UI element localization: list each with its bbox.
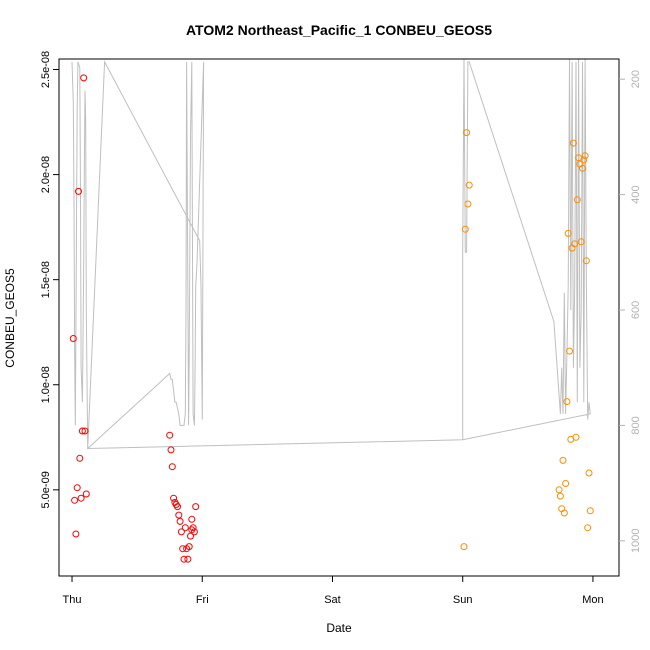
data-point [184, 555, 192, 563]
data-point [585, 469, 593, 477]
data-point [77, 494, 85, 502]
data-point [181, 524, 189, 532]
data-point [560, 509, 568, 517]
data-point [187, 532, 194, 540]
data-point [569, 139, 577, 147]
data-point [464, 200, 472, 208]
data-point [563, 398, 571, 406]
data-point [166, 431, 174, 439]
data-point [461, 225, 469, 233]
data-point [562, 480, 570, 487]
data-point [188, 515, 196, 523]
data-point [170, 494, 178, 502]
data-point [176, 517, 184, 525]
y-tick-label: 2.5e-08 [40, 51, 52, 88]
data-point [573, 196, 581, 204]
data-point [564, 229, 572, 237]
data-point [559, 456, 567, 464]
data-point [180, 555, 188, 563]
y-axis: 5.0e-09 1.0e-08 1.5e-08 2.0e-08 2.5e-08 [40, 51, 59, 508]
data-point [463, 129, 471, 137]
data-point [465, 181, 473, 189]
y-tick-label: 5.0e-09 [40, 471, 52, 508]
data-point [190, 528, 198, 536]
data-point [577, 238, 585, 246]
plot-frame [58, 58, 620, 577]
data-point [167, 446, 175, 454]
data-point [580, 156, 588, 164]
data-point [581, 152, 589, 160]
data-point [189, 524, 197, 532]
points-layer [69, 74, 594, 563]
x-tick-label: Thu [63, 594, 82, 606]
data-point [556, 492, 564, 500]
data-point [71, 496, 79, 504]
y-tick-label: 2.0e-08 [40, 156, 52, 193]
data-point [460, 543, 468, 551]
data-point [584, 524, 592, 532]
data-point [192, 503, 200, 511]
y2-tick-label: 600 [630, 301, 642, 319]
data-point [78, 427, 86, 435]
data-point [72, 530, 80, 538]
y2-axis: 200 400 600 800 1000 [619, 70, 642, 553]
y2-tick-label: 400 [630, 185, 642, 203]
x-axis: Thu Fri Sat Sun Mon [63, 576, 604, 606]
data-point [185, 543, 193, 551]
data-point [555, 486, 563, 494]
x-tick-label: Sun [453, 594, 473, 606]
data-point [82, 490, 90, 498]
data-point [80, 74, 88, 82]
data-point [168, 463, 176, 471]
data-point [69, 335, 77, 342]
pressure-trace-line [71, 59, 591, 450]
y2-tick-label: 1000 [630, 529, 642, 553]
y2-tick-label: 200 [630, 70, 642, 88]
data-point [175, 511, 183, 519]
x-axis-label: Date [326, 621, 352, 635]
y-tick-label: 1.0e-08 [40, 366, 52, 403]
x-tick-label: Sat [324, 594, 341, 606]
y-tick-label: 1.5e-08 [40, 261, 52, 298]
data-point [73, 484, 81, 492]
data-point [571, 240, 579, 248]
chart-title: ATOM2 Northeast_Pacific_1 CONBEU_GEOS5 [186, 22, 492, 38]
data-point [566, 347, 573, 355]
data-point [586, 507, 594, 515]
data-point [81, 427, 89, 435]
data-point [582, 257, 590, 265]
pressure-trace-layer [71, 59, 591, 450]
data-point [572, 433, 580, 441]
x-tick-label: Fri [196, 594, 209, 606]
data-point [179, 545, 187, 553]
x-tick-label: Mon [582, 594, 603, 606]
data-point [174, 503, 181, 511]
data-point [76, 454, 84, 462]
data-point [177, 528, 185, 536]
y2-tick-label: 800 [630, 416, 642, 434]
data-point [75, 187, 82, 195]
data-point [579, 164, 586, 172]
y-axis-label: CONBEU_GEOS5 [3, 268, 17, 368]
